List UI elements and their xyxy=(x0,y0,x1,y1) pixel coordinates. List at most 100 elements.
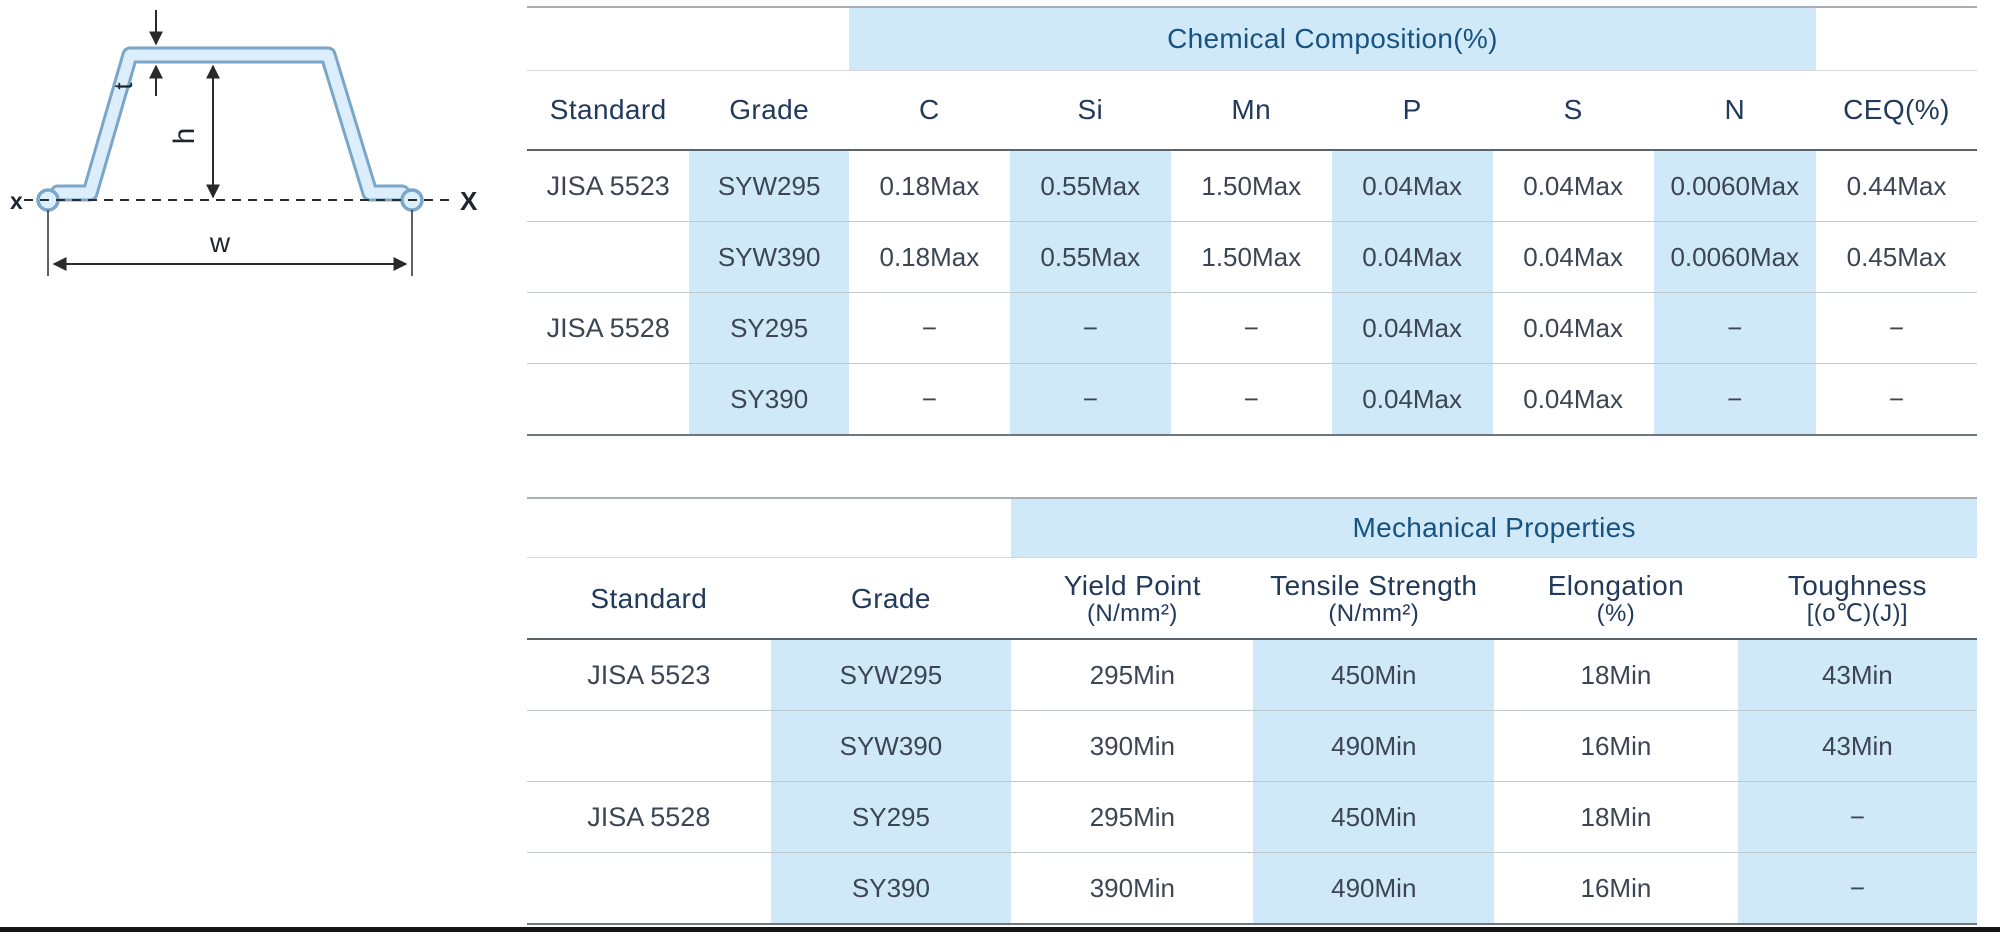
table-row: Standard Grade Yield Point (N/mm²) Tensi… xyxy=(527,557,1977,640)
group-header-spacer xyxy=(1815,6,1977,71)
cell-value: − xyxy=(1653,363,1816,436)
label-h: h xyxy=(168,128,201,145)
group-header-spacer xyxy=(527,6,849,71)
group-header-spacer xyxy=(527,497,1012,558)
header-line2: (N/mm²) xyxy=(1328,599,1420,627)
header-line2: (%) xyxy=(1596,599,1636,627)
cell-value: − xyxy=(848,363,1010,436)
cell-standard xyxy=(527,852,771,925)
cell-value: 0.55Max xyxy=(1009,150,1171,222)
sheet-pile-profile xyxy=(52,49,408,199)
column-header-si: Si xyxy=(1009,70,1171,151)
cell-value: 16Min xyxy=(1494,852,1738,925)
cell-value: 295Min xyxy=(1011,639,1254,711)
cell-value: 0.04Max xyxy=(1331,221,1493,293)
column-header-grade: Grade xyxy=(689,70,849,151)
cell-value: 0.04Max xyxy=(1492,292,1654,364)
cell-value: 0.0060Max xyxy=(1653,150,1816,222)
label-x-left: x xyxy=(10,188,23,214)
cell-value: 390Min xyxy=(1011,710,1254,782)
cell-value: 43Min xyxy=(1737,639,1977,711)
table-row: JISA 5528 SY295 − − − 0.04Max 0.04Max − … xyxy=(527,292,1977,364)
column-header-c: C xyxy=(848,70,1010,151)
table-row: Chemical Composition(%) xyxy=(527,6,1977,71)
bottom-border-bar xyxy=(0,927,2000,932)
table-row: SY390 − − − 0.04Max 0.04Max − − xyxy=(527,363,1977,436)
cell-standard xyxy=(527,221,690,293)
cell-standard: JISA 5523 xyxy=(527,639,771,711)
cell-value: − xyxy=(1815,292,1977,364)
header-line2: [(o℃)(J)] xyxy=(1806,599,1908,627)
header-line1: Toughness xyxy=(1787,569,1927,601)
cell-value: 0.55Max xyxy=(1009,221,1171,293)
cell-grade: SY295 xyxy=(689,292,849,364)
header-line2: (N/mm²) xyxy=(1086,599,1178,627)
cell-value: 0.44Max xyxy=(1815,150,1977,222)
cell-grade: SY390 xyxy=(689,363,849,436)
cell-value: − xyxy=(1737,852,1977,925)
table-row: SY390 390Min 490Min 16Min − xyxy=(527,852,1977,925)
cell-grade: SY295 xyxy=(770,781,1012,853)
column-header-elongation: Elongation (%) xyxy=(1494,557,1738,640)
cell-value: 0.18Max xyxy=(848,221,1010,293)
chemical-composition-table: Chemical Composition(%) Standard Grade C… xyxy=(527,6,1977,436)
column-header-toughness: Toughness [(o℃)(J)] xyxy=(1737,557,1977,640)
sheet-pile-section-diagram: x X t h w xyxy=(10,10,478,276)
cell-value: − xyxy=(1653,292,1816,364)
cell-value: 0.04Max xyxy=(1492,150,1654,222)
cell-value: 450Min xyxy=(1253,781,1495,853)
header-line1: Grade xyxy=(851,582,931,614)
cell-value: 295Min xyxy=(1011,781,1254,853)
cell-value: 0.04Max xyxy=(1331,363,1493,436)
cell-standard: JISA 5528 xyxy=(527,781,771,853)
column-header-standard: Standard xyxy=(527,70,690,151)
label-t: t xyxy=(108,82,138,90)
cell-value: 1.50Max xyxy=(1170,221,1332,293)
column-header-mn: Mn xyxy=(1170,70,1332,151)
cell-value: − xyxy=(848,292,1010,364)
cell-grade: SYW295 xyxy=(689,150,849,222)
cell-value: 390Min xyxy=(1011,852,1254,925)
column-header-standard: Standard xyxy=(527,557,771,640)
chemical-table: Chemical Composition(%) Standard Grade C… xyxy=(527,6,1977,436)
cell-value: 18Min xyxy=(1494,781,1738,853)
cell-value: 18Min xyxy=(1494,639,1738,711)
cell-value: − xyxy=(1815,363,1977,436)
mechanical-table: Mechanical Properties Standard Grade Yie… xyxy=(527,497,1977,925)
cell-standard xyxy=(527,363,690,436)
column-header-tensile-strength: Tensile Strength (N/mm²) xyxy=(1253,557,1495,640)
cell-value: 0.18Max xyxy=(848,150,1010,222)
cell-value: 0.45Max xyxy=(1815,221,1977,293)
cell-grade: SY390 xyxy=(770,852,1012,925)
table-row: SYW390 390Min 490Min 16Min 43Min xyxy=(527,710,1977,782)
cell-value: 0.04Max xyxy=(1492,363,1654,436)
table-row: JISA 5523 SYW295 0.18Max 0.55Max 1.50Max… xyxy=(527,150,1977,222)
cell-grade: SYW295 xyxy=(770,639,1012,711)
column-header-s: S xyxy=(1492,70,1654,151)
table-row: Mechanical Properties xyxy=(527,497,1977,558)
cell-value: − xyxy=(1009,292,1171,364)
cell-grade: SYW390 xyxy=(770,710,1012,782)
column-header-p: P xyxy=(1331,70,1493,151)
column-header-n: N xyxy=(1653,70,1816,151)
table-row: Standard Grade C Si Mn P S N CEQ(%) xyxy=(527,70,1977,151)
cell-value: 0.0060Max xyxy=(1653,221,1816,293)
cell-standard: JISA 5528 xyxy=(527,292,690,364)
cell-value: − xyxy=(1737,781,1977,853)
cell-value: 0.04Max xyxy=(1331,150,1493,222)
table-row: SYW390 0.18Max 0.55Max 1.50Max 0.04Max 0… xyxy=(527,221,1977,293)
cell-value: 450Min xyxy=(1253,639,1495,711)
header-line1: Yield Point xyxy=(1063,569,1201,601)
cell-standard: JISA 5523 xyxy=(527,150,690,222)
cell-value: − xyxy=(1009,363,1171,436)
cell-value: 490Min xyxy=(1253,852,1495,925)
cell-value: 0.04Max xyxy=(1492,221,1654,293)
cell-value: 43Min xyxy=(1737,710,1977,782)
cell-grade: SYW390 xyxy=(689,221,849,293)
label-x-right: X xyxy=(460,186,478,216)
label-w: w xyxy=(209,227,231,258)
cell-standard xyxy=(527,710,771,782)
cell-value: 490Min xyxy=(1253,710,1495,782)
column-header-grade: Grade xyxy=(770,557,1012,640)
